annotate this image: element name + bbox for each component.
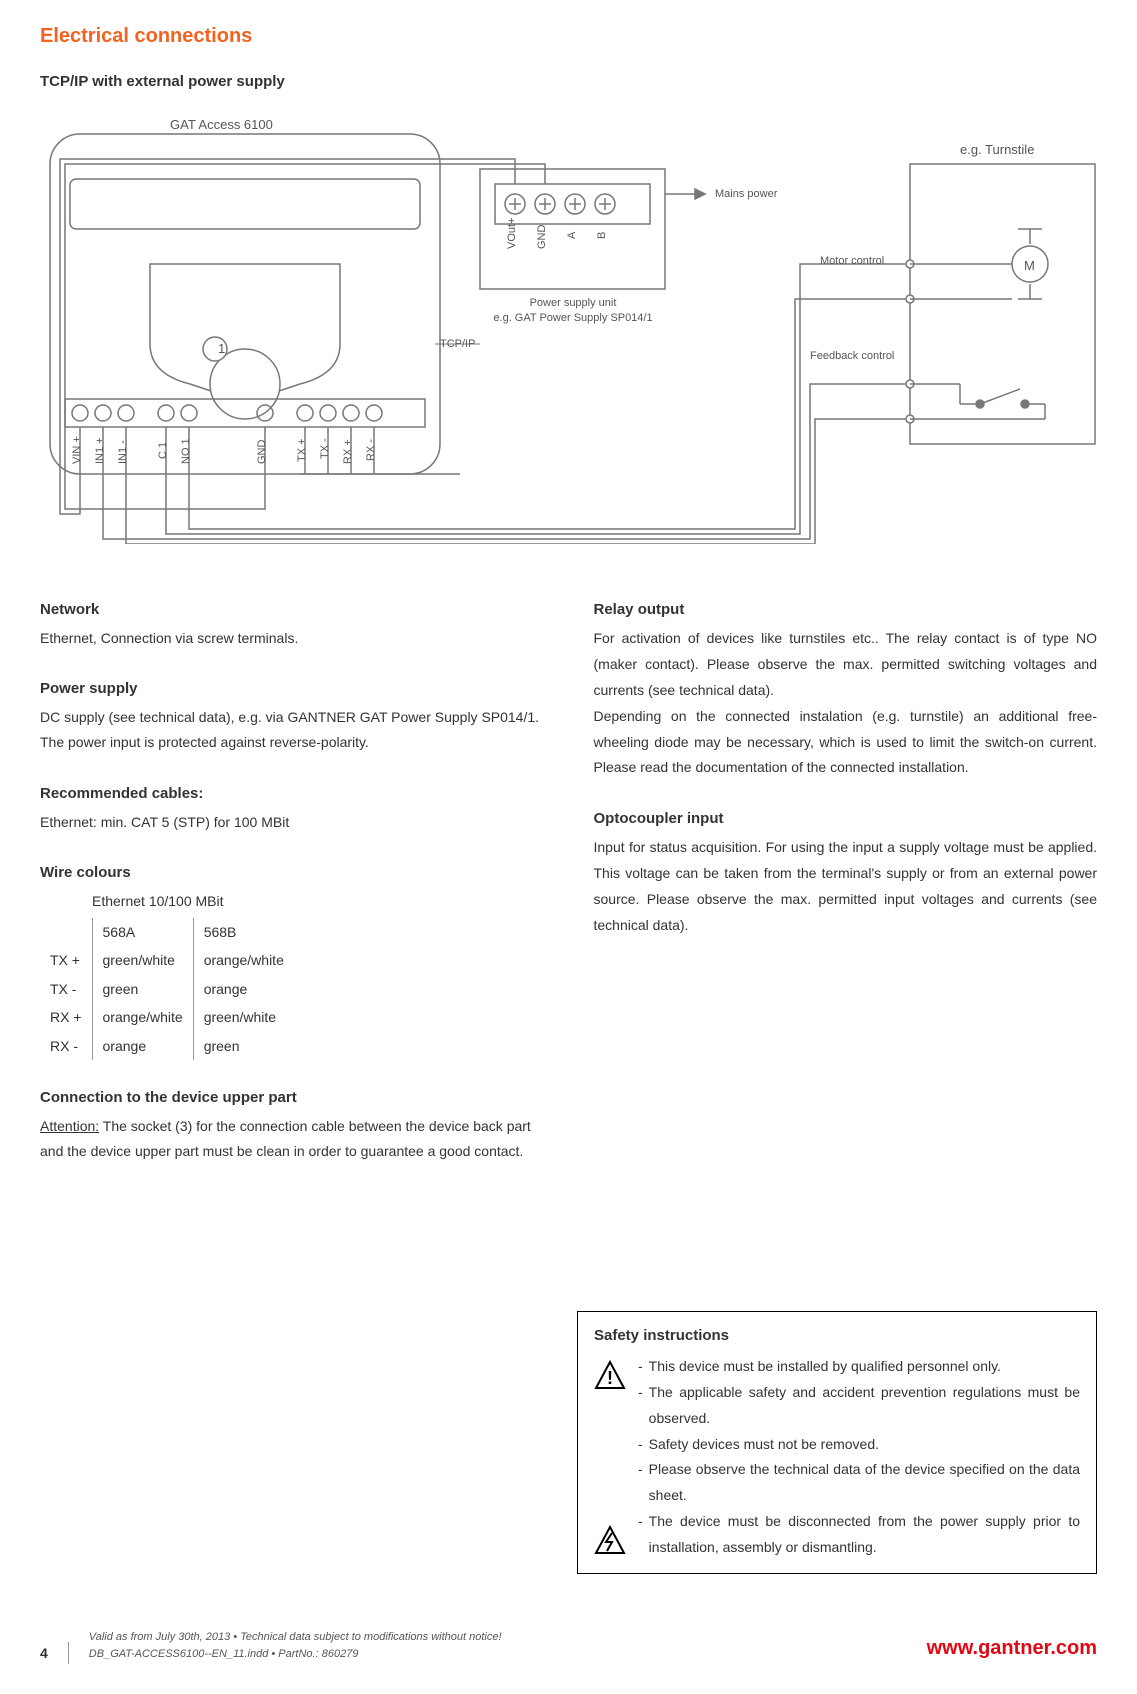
list-item: The applicable safety and accident preve… <box>638 1380 1080 1432</box>
term-5: NO 1 <box>180 438 192 464</box>
li-text: Safety devices must not be removed. <box>649 1432 879 1458</box>
c: orange/white <box>92 1003 193 1031</box>
page-title: Electrical connections <box>40 20 1097 52</box>
table-row: TX +green/whiteorange/white <box>40 946 294 974</box>
diagram-motor-m: M <box>1024 258 1035 273</box>
term-4: C 1 <box>157 442 169 459</box>
term-12: RX + <box>342 439 354 464</box>
diagram-psu-line2: e.g. GAT Power Supply SP014/1 <box>493 312 652 324</box>
page-subtitle: TCP/IP with external power supply <box>40 70 1097 94</box>
c: orange/white <box>193 946 294 974</box>
right-column: Relay output For activation of devices l… <box>594 584 1098 1164</box>
term-8: GND <box>256 440 268 465</box>
wire-h2: 568B <box>193 918 294 946</box>
power-text: DC supply (see technical data), e.g. via… <box>40 705 544 755</box>
page-footer: 4 Valid as from July 30th, 2013 • Techni… <box>40 1629 1097 1664</box>
list-item: This device must be installed by qualifi… <box>638 1354 1080 1380</box>
c: TX - <box>40 975 92 1003</box>
c: green <box>92 975 193 1003</box>
diagram-motor-label: Motor control <box>820 255 884 267</box>
wire-h1: 568A <box>92 918 193 946</box>
term-1: IN1 + <box>94 437 106 464</box>
attention-label: Attention: <box>40 1118 99 1134</box>
svg-text:!: ! <box>607 1368 613 1388</box>
relay-text1: For activation of devices like turnstile… <box>594 626 1098 704</box>
diagram-circle-num: 1 <box>218 341 225 356</box>
footer-valid-line: Valid as from July 30th, 2013 • Technica… <box>89 1629 502 1647</box>
network-heading: Network <box>40 598 544 622</box>
website-link[interactable]: www.gantner.com <box>927 1632 1097 1664</box>
psu-term-3: B <box>596 232 608 239</box>
term-0: VIN + <box>71 436 83 464</box>
page-number: 4 <box>40 1642 69 1664</box>
network-text: Ethernet, Connection via screw terminals… <box>40 626 544 651</box>
electric-icon <box>594 1525 626 1555</box>
c: green <box>193 1032 294 1060</box>
table-row: RX +orange/whitegreen/white <box>40 1003 294 1031</box>
term-2: IN1 - <box>117 440 129 464</box>
c: RX - <box>40 1032 92 1060</box>
list-item: Safety devices must not be removed. <box>638 1432 1080 1458</box>
c: orange <box>92 1032 193 1060</box>
wiring-diagram: GAT Access 6100 1 Power supply unit e.g.… <box>40 114 1097 544</box>
c: green/white <box>92 946 193 974</box>
diagram-tcpip-label: TCP/IP <box>440 338 475 350</box>
table-row: TX -greenorange <box>40 975 294 1003</box>
li-text: The applicable safety and accident preve… <box>649 1380 1080 1432</box>
conn-text: Attention: The socket (3) for the connec… <box>40 1114 544 1164</box>
conn-heading: Connection to the device upper part <box>40 1086 544 1110</box>
term-11: TX - <box>319 438 331 459</box>
relay-text2: Depending on the connected instalation (… <box>594 704 1098 782</box>
diagram-device-title: GAT Access 6100 <box>170 117 273 132</box>
c: green/white <box>193 1003 294 1031</box>
relay-heading: Relay output <box>594 598 1098 622</box>
diagram-turnstile-label: e.g. Turnstile <box>960 142 1034 157</box>
wire-h0 <box>40 918 92 946</box>
li-text: Please observe the technical data of the… <box>649 1457 1080 1509</box>
wire-colour-table: 568A 568B TX +green/whiteorange/white TX… <box>40 918 294 1060</box>
diagram-mains-label: Mains power <box>715 188 778 200</box>
c: RX + <box>40 1003 92 1031</box>
content-columns: Network Ethernet, Connection via screw t… <box>40 584 1097 1164</box>
c: orange <box>193 975 294 1003</box>
list-item: The device must be disconnected from the… <box>638 1509 1080 1561</box>
list-item: Please observe the technical data of the… <box>638 1457 1080 1509</box>
warning-icon: ! <box>594 1360 626 1390</box>
left-column: Network Ethernet, Connection via screw t… <box>40 584 544 1164</box>
diagram-psu-line1: Power supply unit <box>530 297 617 309</box>
psu-term-1: GND <box>536 225 548 250</box>
safety-list: This device must be installed by qualifi… <box>638 1354 1080 1561</box>
li-text: This device must be installed by qualifi… <box>649 1354 1001 1380</box>
c: TX + <box>40 946 92 974</box>
wire-sub: Ethernet 10/100 MBit <box>40 889 544 914</box>
cables-text: Ethernet: min. CAT 5 (STP) for 100 MBit <box>40 810 544 835</box>
psu-term-2: A <box>566 231 578 239</box>
safety-heading: Safety instructions <box>594 1324 1080 1348</box>
safety-instructions-box: Safety instructions ! This device must b… <box>577 1311 1097 1574</box>
diagram-feedback-label: Feedback control <box>810 350 894 362</box>
footer-file-line: DB_GAT-ACCESS6100--EN_11.indd • PartNo.:… <box>89 1646 502 1664</box>
li-text: The device must be disconnected from the… <box>649 1509 1080 1561</box>
wire-heading: Wire colours <box>40 861 544 885</box>
term-13: RX - <box>365 439 377 461</box>
power-heading: Power supply <box>40 677 544 701</box>
opto-heading: Optocoupler input <box>594 807 1098 831</box>
table-row: RX -orangegreen <box>40 1032 294 1060</box>
term-10: TX + <box>296 438 308 462</box>
psu-term-0: VOut+ <box>506 218 518 250</box>
opto-text: Input for status acquisition. For using … <box>594 835 1098 939</box>
cables-heading: Recommended cables: <box>40 782 544 806</box>
conn-body: The socket (3) for the connection cable … <box>40 1118 531 1159</box>
